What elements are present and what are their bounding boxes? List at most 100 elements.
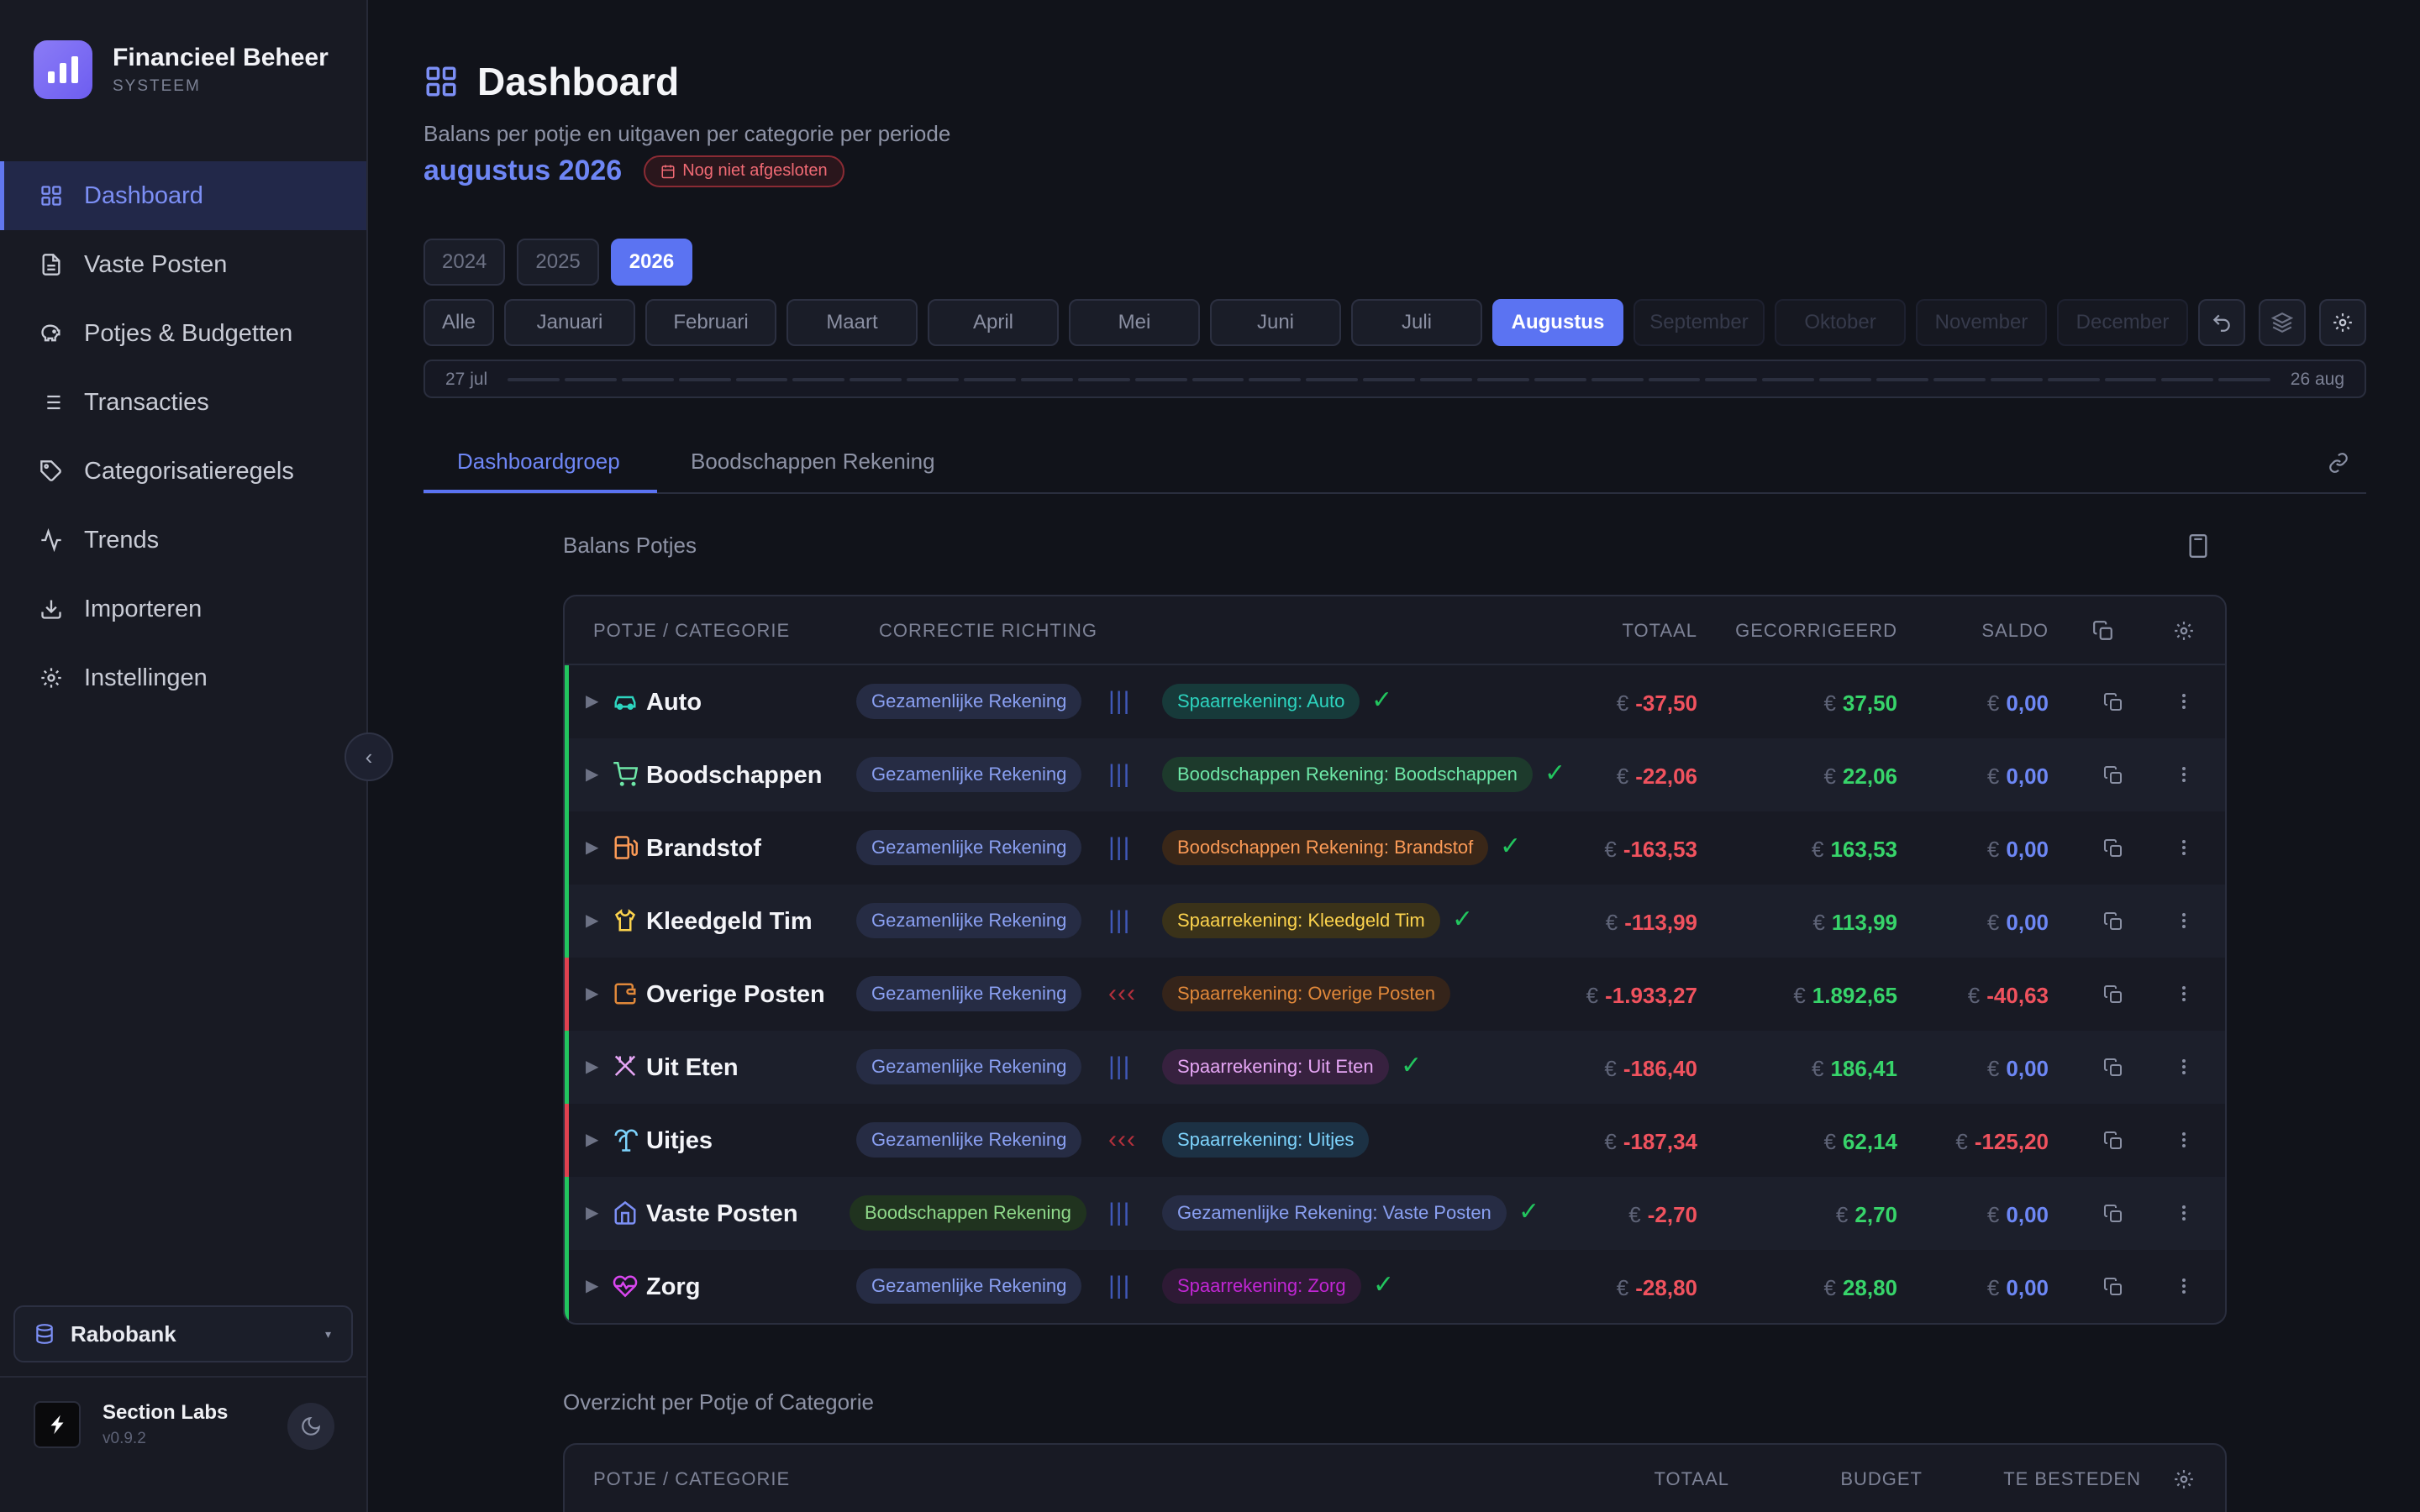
expand-chevron-icon[interactable]: ▶ <box>586 984 599 1003</box>
expand-chevron-icon[interactable]: ▶ <box>586 765 599 784</box>
expand-chevron-icon[interactable]: ▶ <box>586 1277 599 1295</box>
more-vertical-icon[interactable] <box>2174 910 2194 932</box>
gecorrigeerd-amount: 2,70 <box>1854 1202 1897 1227</box>
check-icon: ✓ <box>1371 686 1393 714</box>
totaal-amount: -37,50 <box>1635 690 1697 716</box>
month-button-juli[interactable]: Juli <box>1351 299 1482 346</box>
more-vertical-icon[interactable] <box>2174 837 2194 858</box>
calculator-icon[interactable] <box>2186 533 2210 559</box>
expand-chevron-icon[interactable]: ▶ <box>586 692 599 711</box>
copy-all-icon[interactable] <box>2092 620 2114 642</box>
copy-icon[interactable] <box>2103 1204 2123 1224</box>
more-vertical-icon[interactable] <box>2174 1056 2194 1078</box>
period-settings-button[interactable] <box>2319 299 2366 346</box>
more-vertical-icon[interactable] <box>2174 1129 2194 1151</box>
table-row[interactable]: ▶ Vaste Posten Boodschappen Rekening |||… <box>565 1177 2225 1250</box>
copy-icon[interactable] <box>2103 1131 2123 1151</box>
table-row[interactable]: ▶ Uitjes Gezamenlijke Rekening ‹‹‹ Spaar… <box>565 1104 2225 1177</box>
table-row[interactable]: ▶ Auto Gezamenlijke Rekening ||| Spaarre… <box>565 665 2225 738</box>
year-button-2026[interactable]: 2026 <box>610 239 693 286</box>
sidebar-item-label: Importeren <box>84 595 203 622</box>
expand-chevron-icon[interactable]: ▶ <box>586 911 599 930</box>
year-button-2024[interactable]: 2024 <box>424 239 506 286</box>
table-row[interactable]: ▶ Kleedgeld Tim Gezamenlijke Rekening ||… <box>565 885 2225 958</box>
balanced-direction-icon: ||| <box>1108 1199 1131 1226</box>
bank-select[interactable]: Rabobank ▾ <box>13 1305 353 1362</box>
gecorrigeerd-value: €186,41 <box>1812 1056 1897 1082</box>
month-button-maart[interactable]: Maart <box>786 299 918 346</box>
table-row[interactable]: ▶ Uit Eten Gezamenlijke Rekening ||| Spa… <box>565 1031 2225 1104</box>
month-button-juni[interactable]: Juni <box>1210 299 1341 346</box>
timeline-segment <box>1192 378 1244 381</box>
timeline-segment <box>1306 378 1359 381</box>
month-button-alle[interactable]: Alle <box>424 299 494 346</box>
more-vertical-icon[interactable] <box>2174 690 2194 712</box>
more-vertical-icon[interactable] <box>2174 764 2194 785</box>
saldo-value: € -40,63 <box>1968 983 2049 1009</box>
saldo-amount: -40,63 <box>1986 983 2049 1008</box>
table-row[interactable]: ▶ Zorg Gezamenlijke Rekening ||| Spaarre… <box>565 1250 2225 1323</box>
tab-dashboardgroep[interactable]: Dashboardgroep <box>457 449 620 474</box>
col-header-saldo: SALDO <box>1981 620 2049 641</box>
totaal-value: € -28,80 <box>1617 1275 1697 1301</box>
month-button-februari[interactable]: Februari <box>645 299 776 346</box>
totaal-amount: -163,53 <box>1623 837 1697 862</box>
sidebar-item-vaste-posten[interactable]: Vaste Posten <box>0 230 366 299</box>
timeline-segment <box>508 378 560 381</box>
tab-boodschappen-rekening[interactable]: Boodschappen Rekening <box>691 449 935 474</box>
sidebar-item-dashboard[interactable]: Dashboard <box>0 161 366 230</box>
layers-button[interactable] <box>2259 299 2306 346</box>
sidebar-item-categorisatieregels[interactable]: Categorisatieregels <box>0 437 366 506</box>
timeline-track <box>508 378 2271 381</box>
expand-chevron-icon[interactable]: ▶ <box>586 1131 599 1149</box>
copy-icon[interactable] <box>2103 838 2123 858</box>
timeline-segment <box>1134 378 1187 381</box>
timeline-start-date: 27 jul <box>445 370 488 389</box>
theme-toggle-button[interactable] <box>287 1403 334 1450</box>
month-button-januari[interactable]: Januari <box>504 299 635 346</box>
more-vertical-icon[interactable] <box>2174 1275 2194 1297</box>
sidebar-item-instellingen[interactable]: Instellingen <box>0 643 366 712</box>
collapse-sidebar-button[interactable]: ‹ <box>345 732 393 781</box>
more-vertical-icon[interactable] <box>2174 983 2194 1005</box>
currency-symbol: € <box>1986 764 2000 789</box>
table-settings-icon[interactable] <box>2173 1468 2195 1490</box>
sidebar-item-importeren[interactable]: Importeren <box>0 575 366 643</box>
table-settings-icon[interactable] <box>2173 620 2195 642</box>
gecorrigeerd-amount: 113,99 <box>1831 910 1897 935</box>
sidebar-item-potjes[interactable]: Potjes & Budgetten <box>0 299 366 368</box>
balanced-direction-icon: ||| <box>1108 760 1131 788</box>
user-name: Section Labs <box>103 1401 229 1424</box>
timeline-end-date: 26 aug <box>2290 370 2344 389</box>
expand-chevron-icon[interactable]: ▶ <box>586 1204 599 1222</box>
copy-icon[interactable] <box>2103 1277 2123 1297</box>
check-icon: ✓ <box>1373 1271 1395 1299</box>
table-row[interactable]: ▶ Brandstof Gezamenlijke Rekening ||| Bo… <box>565 811 2225 885</box>
copy-icon[interactable] <box>2103 1058 2123 1078</box>
grid-icon <box>39 183 64 208</box>
link-icon[interactable] <box>2328 452 2349 474</box>
month-button-april[interactable]: April <box>928 299 1059 346</box>
expand-chevron-icon[interactable]: ▶ <box>586 1058 599 1076</box>
copy-icon[interactable] <box>2103 911 2123 932</box>
copy-icon[interactable] <box>2103 692 2123 712</box>
expand-chevron-icon[interactable]: ▶ <box>586 838 599 857</box>
more-vertical-icon[interactable] <box>2174 1202 2194 1224</box>
month-button-augustus[interactable]: Augustus <box>1492 299 1623 346</box>
period-timeline: 27 jul 26 aug <box>424 360 2366 398</box>
month-button-november: November <box>1916 299 2047 346</box>
currency-symbol: € <box>1823 1129 1836 1154</box>
gecorrigeerd-value: €22,06 <box>1823 764 1897 790</box>
month-button-mei[interactable]: Mei <box>1069 299 1200 346</box>
undo-button[interactable] <box>2198 299 2245 346</box>
year-button-2025[interactable]: 2025 <box>517 239 599 286</box>
sidebar-item-transacties[interactable]: Transacties <box>0 368 366 437</box>
copy-icon[interactable] <box>2103 984 2123 1005</box>
source-account-pill: Gezamenlijke Rekening <box>856 830 1082 865</box>
table-row[interactable]: ▶ Overige Posten Gezamenlijke Rekening ‹… <box>565 958 2225 1031</box>
copy-icon[interactable] <box>2103 765 2123 785</box>
page-title: Dashboard <box>424 59 679 104</box>
sidebar-item-trends[interactable]: Trends <box>0 506 366 575</box>
gecorrigeerd-value: €113,99 <box>1812 910 1897 936</box>
table-row[interactable]: ▶ Boodschappen Gezamenlijke Rekening |||… <box>565 738 2225 811</box>
